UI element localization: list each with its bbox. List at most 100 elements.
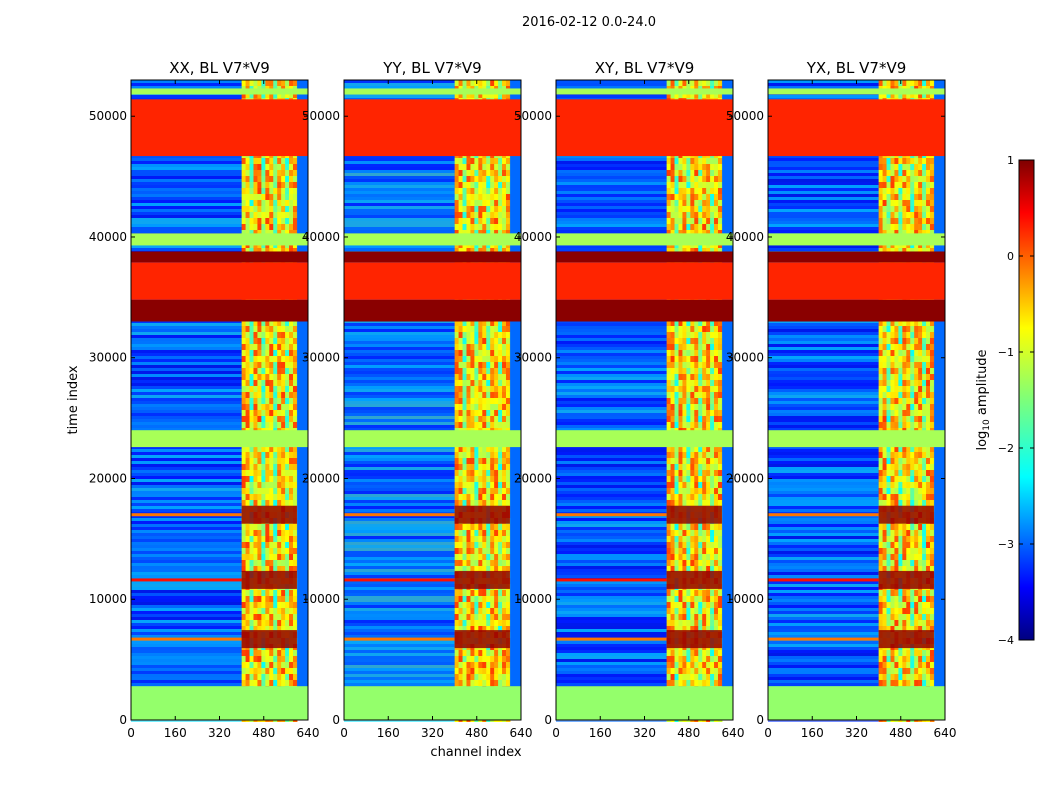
colorbar-tick-label: 1 — [1007, 154, 1014, 167]
x-tick-label: 480 — [465, 726, 488, 740]
x-tick-label: 640 — [934, 726, 957, 740]
bright-row — [556, 513, 667, 517]
y-tick-label: 30000 — [514, 351, 552, 365]
x-tick-label: 640 — [297, 726, 320, 740]
y-tick-label: 40000 — [726, 230, 764, 244]
panel-title: XX, BL V7*V9 — [169, 59, 270, 77]
x-tick-label: 160 — [801, 726, 824, 740]
panel-yx: YX, BL V7*V9 0 160 320 480 640 0 10000 20000 300… — [726, 59, 957, 740]
noise-strips — [768, 80, 879, 722]
x-tick-label: 160 — [164, 726, 187, 740]
y-tick-label: 0 — [756, 713, 764, 727]
flagged-row — [768, 99, 945, 157]
colorbar-tick-label: −3 — [998, 538, 1014, 551]
rfi-band — [241, 80, 308, 722]
x-tick-label: 320 — [208, 726, 231, 740]
x-tick-label: 480 — [677, 726, 700, 740]
heatmap-xy — [556, 80, 733, 722]
bright-row-rfi — [454, 505, 510, 524]
noise-strips — [344, 80, 455, 722]
bright-row — [344, 513, 455, 517]
flagged-row — [344, 88, 521, 95]
flagged-row — [768, 686, 945, 720]
x-tick-label: 0 — [340, 726, 348, 740]
y-tick-label: 10000 — [514, 592, 552, 606]
x-tick-label: 320 — [845, 726, 868, 740]
x-tick-label: 0 — [764, 726, 772, 740]
flagged-row — [556, 262, 733, 300]
noise-strips — [131, 80, 242, 722]
y-tick-label: 20000 — [89, 471, 127, 485]
panel-title: YY, BL V7*V9 — [382, 59, 481, 77]
y-tick-label: 30000 — [726, 351, 764, 365]
y-tick-label: 10000 — [302, 592, 340, 606]
bright-row — [344, 637, 455, 641]
x-tick-label: 480 — [889, 726, 912, 740]
y-tick-label: 20000 — [726, 471, 764, 485]
flagged-row — [131, 251, 308, 263]
noise-strips — [556, 80, 667, 722]
bright-row — [131, 513, 242, 517]
flagged-row — [131, 686, 308, 720]
panel-yy: YY, BL V7*V9 0 160 320 480 640 0 10000 20000 300… — [302, 59, 533, 760]
flagged-row — [556, 88, 733, 95]
bright-row — [768, 578, 879, 582]
x-tick-label: 0 — [127, 726, 135, 740]
y-tick-label: 40000 — [302, 230, 340, 244]
flagged-row — [556, 99, 733, 157]
bright-row — [768, 513, 879, 517]
flagged-row — [556, 430, 733, 448]
flagged-row — [556, 686, 733, 720]
bright-row-rfi — [241, 630, 297, 649]
flagged-row — [344, 233, 521, 246]
flagged-row — [131, 88, 308, 95]
flagged-row — [768, 251, 945, 263]
y-tick-label: 30000 — [302, 351, 340, 365]
y-tick-label: 10000 — [726, 592, 764, 606]
x-tick-label: 160 — [589, 726, 612, 740]
heatmap-yx — [768, 80, 945, 722]
y-axis-label: time index — [66, 365, 81, 434]
rfi-band — [878, 80, 945, 722]
y-tick-label: 0 — [544, 713, 552, 727]
figure-suptitle: 2016-02-12 0.0-24.0 — [522, 15, 656, 30]
heatmap-yy — [344, 80, 521, 722]
colorbar-tick-label: −4 — [998, 634, 1014, 647]
y-tick-label: 20000 — [302, 471, 340, 485]
bright-row — [768, 637, 879, 641]
x-tick-label: 320 — [633, 726, 656, 740]
axis-ticks: 0 160 320 480 640 0 10000 20000 30000 40000 50000 — [514, 80, 744, 740]
y-tick-label: 50000 — [726, 109, 764, 123]
heatmap-xx — [131, 80, 308, 722]
bright-row — [556, 637, 667, 641]
x-tick-label: 160 — [377, 726, 400, 740]
x-tick-label: 0 — [552, 726, 560, 740]
bright-row-rfi — [241, 505, 297, 524]
flagged-row — [768, 88, 945, 95]
colorbar-tick-label: −2 — [998, 442, 1014, 455]
panel-title: XY, BL V7*V9 — [595, 59, 695, 77]
rfi-band — [454, 80, 521, 722]
flagged-row — [131, 233, 308, 246]
flagged-row — [768, 430, 945, 448]
bright-row-rfi — [454, 570, 510, 589]
bright-row — [131, 637, 242, 641]
bright-row-rfi — [454, 630, 510, 649]
flagged-row — [768, 262, 945, 300]
colorbar-label: log10 amplitude — [975, 349, 992, 450]
colorbar-ticks: 1 0 −1 −2 −3 −4 — [998, 154, 1034, 647]
bright-row-rfi — [666, 570, 722, 589]
y-tick-label: 50000 — [302, 109, 340, 123]
axis-ticks: 0 160 320 480 640 0 10000 20000 30000 40000 50000 — [89, 80, 320, 740]
colorbar-tick-label: 0 — [1007, 250, 1014, 263]
x-tick-label: 640 — [510, 726, 533, 740]
bright-row — [344, 578, 455, 582]
y-tick-label: 40000 — [89, 230, 127, 244]
axis-ticks: 0 160 320 480 640 0 10000 20000 30000 40000 50000 — [726, 80, 957, 740]
bright-row-rfi — [878, 570, 934, 589]
flagged-row — [556, 251, 733, 263]
y-tick-label: 50000 — [514, 109, 552, 123]
x-tick-label: 480 — [252, 726, 275, 740]
panel-xy: XY, BL V7*V9 0 160 320 480 640 0 10000 20000 300… — [514, 59, 745, 740]
bright-row-rfi — [878, 505, 934, 524]
